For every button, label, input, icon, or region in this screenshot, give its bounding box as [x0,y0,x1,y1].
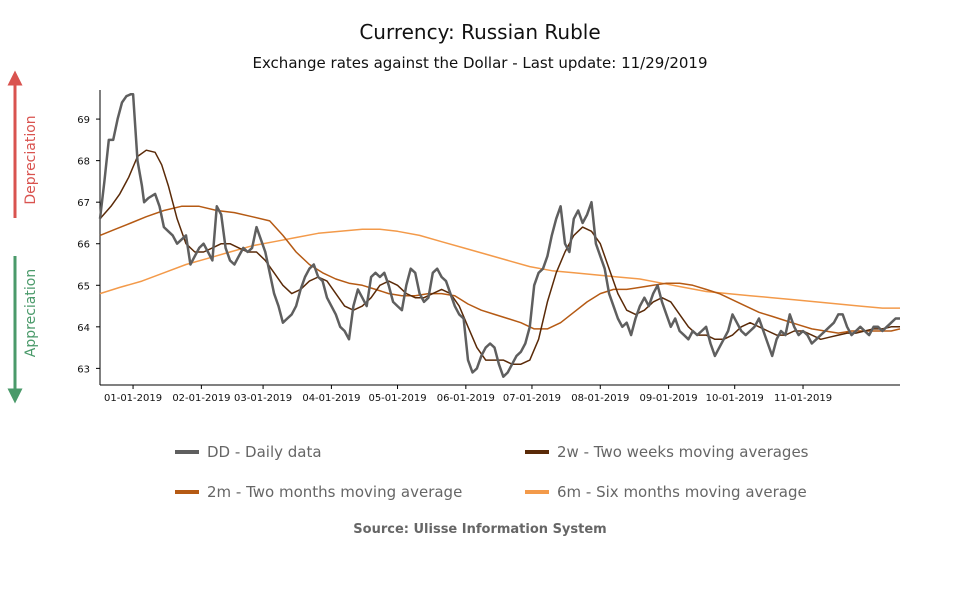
y-tick-label: 65 [77,281,90,292]
legend-swatch [175,450,199,454]
legend-item-daily: DD - Daily data [175,443,322,461]
y-tick-label: 64 [77,323,90,334]
legend-item-2w: 2w - Two weeks moving averages [525,443,809,461]
x-tick-label: 08-01-2019 [571,393,629,404]
legend-label: 6m - Six months moving average [557,483,807,501]
y-tick-label: 63 [77,364,90,375]
legend-label: DD - Daily data [207,443,322,461]
y-tick-label: 67 [77,198,90,209]
x-tick-label: 09-01-2019 [640,393,698,404]
series-line-0 [98,92,900,378]
x-tick-label: 01-01-2019 [104,393,162,404]
legend-label: 2m - Two months moving average [207,483,463,501]
x-tick-label: 11-01-2019 [774,393,832,404]
chart-axes: 63 64 65 66 67 68 69 01-01-2019 02-01-2019 03-01-… [77,90,900,404]
legend-swatch [525,450,549,454]
legend-swatch [525,490,549,494]
series-line-2 [99,205,901,334]
depreciation-label: Depreciation [23,115,39,204]
legend-item-6m: 6m - Six months moving average [525,483,807,501]
chart-series [98,92,901,378]
source-note: Source: Ulisse Information System [353,522,607,537]
x-tick-label: 04-01-2019 [302,393,360,404]
legend-label: 2w - Two weeks moving averages [557,443,809,461]
y-tick-label: 66 [77,240,90,251]
legend-swatch [175,490,199,494]
x-tick-label: 03-01-2019 [234,393,292,404]
series-line-3 [99,228,900,309]
x-tick-label: 07-01-2019 [503,393,561,404]
chart-title: Currency: Russian Ruble [359,20,601,44]
x-tick-label: 10-01-2019 [706,393,764,404]
appreciation-label: Appreciation [23,269,39,357]
legend-item-2m: 2m - Two months moving average [175,483,462,501]
x-tick-label: 02-01-2019 [172,393,230,404]
x-tick-label: 06-01-2019 [437,393,495,404]
direction-indicators: Depreciation Appreciation [7,70,39,404]
y-tick-label: 69 [77,115,90,126]
x-tick-label: 05-01-2019 [368,393,426,404]
chart-subtitle: Exchange rates against the Dollar - Last… [252,54,708,72]
y-tick-label: 68 [77,157,90,168]
